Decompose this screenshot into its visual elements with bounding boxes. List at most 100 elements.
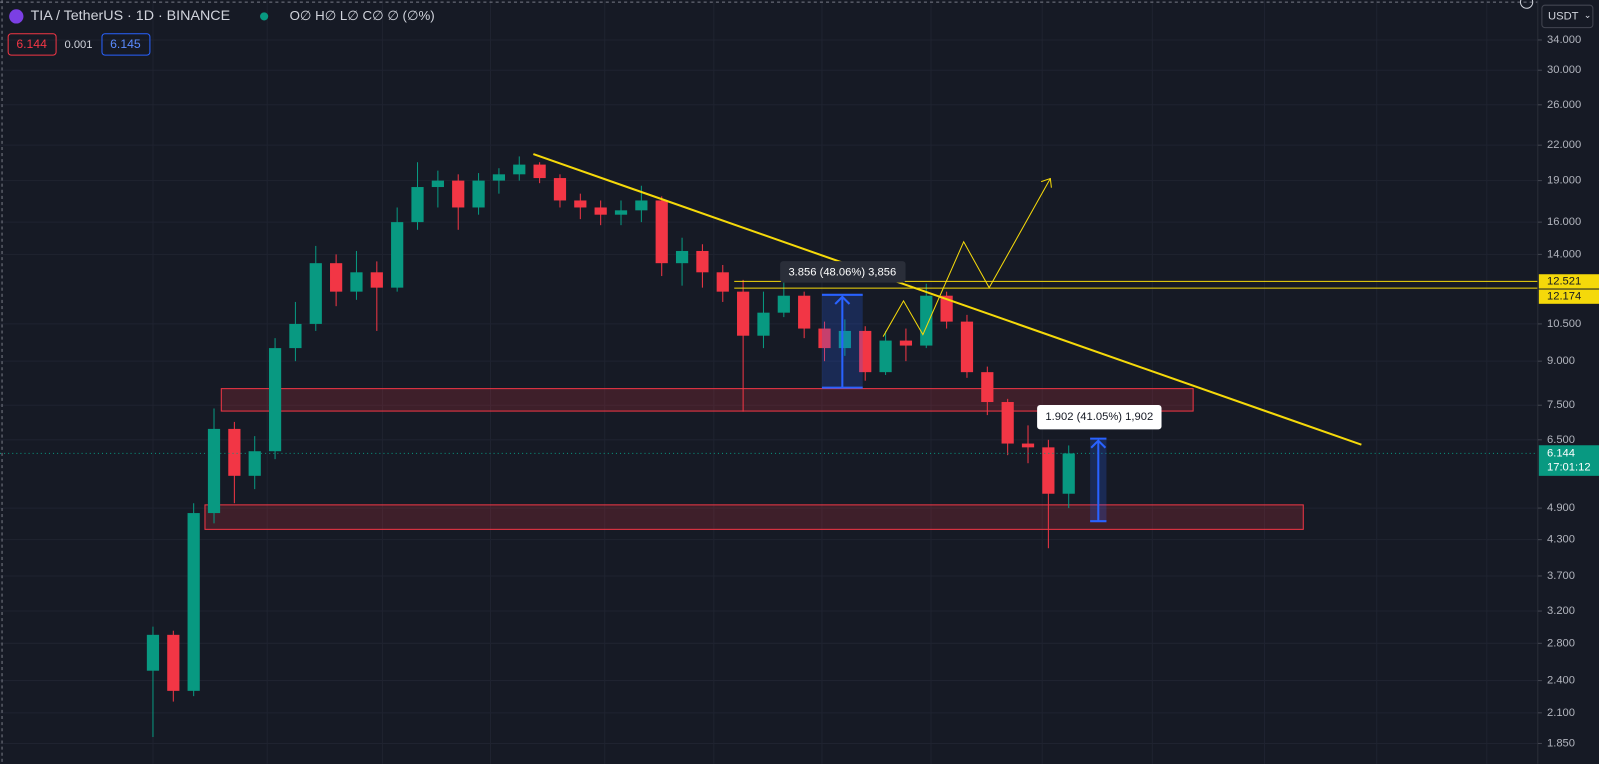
candle-body bbox=[757, 312, 770, 336]
candle-body bbox=[533, 164, 546, 179]
annotation-box bbox=[780, 261, 906, 283]
projection-path[interactable] bbox=[882, 178, 1051, 337]
currency: USDT bbox=[1548, 10, 1579, 22]
candle-body bbox=[350, 272, 363, 292]
candle-body bbox=[818, 328, 831, 349]
chevron: ⌄ bbox=[1584, 10, 1592, 20]
candle-body bbox=[879, 340, 892, 373]
candle-body bbox=[513, 164, 526, 175]
arrow-head bbox=[1041, 177, 1052, 188]
y-tick-label: 2.100 bbox=[1547, 707, 1575, 719]
y-tick-label: 14.000 bbox=[1547, 248, 1581, 260]
candle-body bbox=[248, 451, 261, 476]
candle-body bbox=[391, 222, 404, 288]
candle-body bbox=[411, 187, 424, 223]
candle-body bbox=[207, 428, 221, 514]
candle-body bbox=[798, 295, 811, 329]
y-tick-label: 22.000 bbox=[1547, 139, 1581, 151]
candle-body bbox=[309, 263, 322, 324]
candle-body bbox=[553, 178, 567, 201]
price-badge bbox=[1538, 289, 1599, 304]
add-button[interactable] bbox=[1519, 0, 1534, 9]
candle-body bbox=[431, 180, 444, 188]
y-tick-label: 6.500 bbox=[1547, 434, 1575, 446]
y-tick-label: 30.000 bbox=[1547, 64, 1581, 76]
candle-body bbox=[1021, 443, 1035, 448]
zone[interactable] bbox=[204, 504, 1304, 530]
annotation: 1.902 (41.05%) 1,902 bbox=[1045, 411, 1153, 423]
candle-body bbox=[146, 634, 160, 671]
candle-body bbox=[635, 200, 648, 211]
price-axis-labels: 34.000 30.000 26.000 22.000 19.000 16.000 14.0… bbox=[1537, 34, 1599, 749]
candle-body bbox=[655, 200, 668, 264]
candle-body bbox=[268, 348, 282, 452]
candle-body bbox=[228, 428, 241, 476]
last-price-badge bbox=[1538, 445, 1599, 476]
y-tick-label: 2.800 bbox=[1547, 637, 1575, 649]
buy-button[interactable] bbox=[101, 33, 151, 56]
candle-body bbox=[675, 250, 689, 264]
candle-body bbox=[981, 372, 994, 403]
y-tick-label: 10.500 bbox=[1547, 318, 1581, 330]
y-tick-label: 16.000 bbox=[1547, 216, 1581, 228]
candle-body bbox=[696, 250, 709, 273]
measure[interactable] bbox=[821, 293, 863, 389]
y-tick-label: 9.000 bbox=[1547, 355, 1575, 367]
candle-body bbox=[187, 513, 200, 691]
y-tick-label: 26.000 bbox=[1547, 99, 1581, 111]
y-tick-label: 4.900 bbox=[1547, 502, 1575, 514]
candle-body bbox=[920, 295, 933, 346]
candle-body bbox=[614, 210, 628, 215]
y-tick-label: 1.850 bbox=[1547, 737, 1575, 749]
zone[interactable] bbox=[220, 388, 1194, 412]
candle-body bbox=[859, 330, 872, 373]
price-badge-label: 12.521 bbox=[1547, 275, 1581, 287]
measure[interactable] bbox=[1090, 437, 1107, 523]
candle-body bbox=[167, 634, 180, 691]
spread: 0.001 bbox=[64, 39, 92, 51]
candle-body bbox=[1062, 453, 1075, 494]
ohlc: O∅ H∅ L∅ C∅ ∅ (∅%) bbox=[290, 8, 435, 23]
countdown: 17:01:12 bbox=[1547, 462, 1591, 474]
y-tick-label: 19.000 bbox=[1547, 175, 1581, 187]
candle-body bbox=[899, 340, 913, 346]
symbol[interactable]: TIA / TetherUS · 1D · BINANCE bbox=[31, 8, 231, 24]
candle-body bbox=[960, 321, 974, 373]
candle-body bbox=[492, 174, 506, 181]
candle-body bbox=[1042, 447, 1055, 494]
price-badge bbox=[1538, 274, 1599, 289]
grid bbox=[0, 0, 1538, 764]
candle-body bbox=[1001, 402, 1014, 444]
annotation: 3.856 (48.06%) 3,856 bbox=[788, 266, 896, 278]
candle-body bbox=[472, 180, 485, 208]
candle-body bbox=[330, 263, 343, 292]
y-tick-label: 4.300 bbox=[1547, 534, 1575, 546]
candle-body bbox=[716, 272, 729, 292]
annotation-box bbox=[1037, 404, 1162, 430]
candle-body bbox=[574, 200, 587, 208]
ask: 6.145 bbox=[110, 37, 141, 51]
last-price-label: 6.144 bbox=[1547, 447, 1575, 459]
candle-body bbox=[370, 272, 383, 288]
trend-line[interactable] bbox=[533, 153, 1362, 446]
symbol-icon bbox=[9, 9, 24, 24]
y-tick-label: 7.500 bbox=[1547, 399, 1575, 411]
candle-body bbox=[452, 180, 465, 208]
y-tick-label: 3.200 bbox=[1547, 605, 1575, 617]
price-badge-label: 12.174 bbox=[1547, 291, 1581, 303]
candle-body bbox=[777, 295, 790, 313]
bid: 6.144 bbox=[16, 37, 47, 51]
candle-body bbox=[594, 207, 607, 215]
status-dot bbox=[260, 12, 269, 21]
candle-body bbox=[737, 291, 750, 336]
candle-body bbox=[289, 323, 302, 349]
y-tick-label: 3.700 bbox=[1547, 570, 1575, 582]
price-axis bbox=[1537, 0, 1599, 764]
currency-button[interactable] bbox=[1541, 4, 1594, 29]
y-tick-label: 34.000 bbox=[1547, 34, 1581, 46]
candle-body bbox=[940, 295, 953, 322]
sell-button[interactable] bbox=[7, 33, 57, 56]
